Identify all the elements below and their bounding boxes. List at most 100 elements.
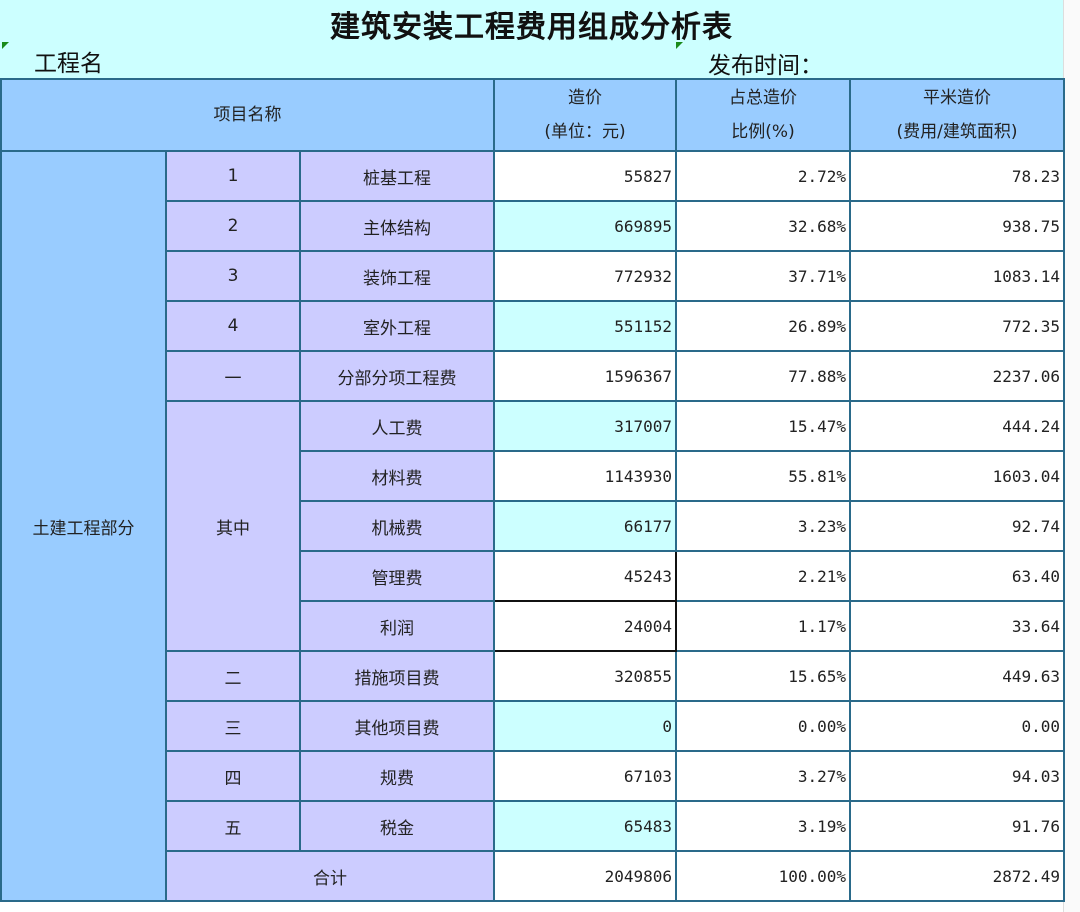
row-name[interactable]: 室外工程 — [299, 300, 495, 352]
table-row: 4 室外工程 551152 26.89% 772.35 — [1, 300, 1065, 352]
ratio-cell[interactable]: 55.81% — [675, 450, 851, 502]
row-name[interactable]: 装饰工程 — [299, 250, 495, 302]
table-row: 一分部分项工程费 1596367 77.88% 2237.06 — [1, 350, 1065, 402]
sqm-cost-cell[interactable]: 78.23 — [849, 150, 1065, 202]
project-name-label[interactable]: 工程名 — [34, 51, 103, 77]
sqm-cost-cell[interactable]: 63.40 — [849, 550, 1065, 602]
cost-cell[interactable]: 65483 — [493, 800, 677, 852]
publish-time-label[interactable]: 发布时间： — [708, 53, 823, 79]
sqm-cost-cell[interactable]: 444.24 — [849, 400, 1065, 452]
sqm-cost-cell[interactable]: 94.03 — [849, 750, 1065, 802]
next-column — [1063, 0, 1080, 912]
row-name[interactable]: 桩基工程 — [299, 150, 495, 202]
section-label[interactable]: 土建工程部分 — [0, 150, 167, 902]
row-number[interactable]: 三 — [165, 700, 301, 752]
total-ratio[interactable]: 100.00% — [675, 850, 851, 902]
row-number[interactable]: 1 — [165, 150, 301, 202]
sqm-cost-cell[interactable]: 0.00 — [849, 700, 1065, 752]
comment-marker-icon — [676, 42, 683, 49]
cost-cell[interactable]: 24004 — [493, 600, 677, 652]
sqm-cost-cell[interactable]: 2237.06 — [849, 350, 1065, 402]
cost-cell[interactable]: 1596367 — [493, 350, 677, 402]
ratio-cell[interactable]: 32.68% — [675, 200, 851, 252]
header-ratio-line2: 比例(%) — [731, 122, 795, 142]
sqm-cost-cell[interactable]: 33.64 — [849, 600, 1065, 652]
total-row: 合计 2049806 100.00% 2872.49 — [1, 850, 1065, 902]
cost-cell[interactable]: 1143930 — [493, 450, 677, 502]
ratio-cell[interactable]: 3.23% — [675, 500, 851, 552]
sqm-cost-cell[interactable]: 1083.14 — [849, 250, 1065, 302]
table-row: 土建工程部分 1 桩基工程 55827 2.72% 78.23 — [0, 150, 1065, 902]
cost-cell[interactable]: 66177 — [493, 500, 677, 552]
table-row: 管理费 45243 2.21% 63.40 — [1, 550, 1065, 602]
row-name[interactable]: 主体结构 — [299, 200, 495, 252]
row-name[interactable]: 利润 — [299, 600, 495, 652]
sqm-cost-cell[interactable]: 772.35 — [849, 300, 1065, 352]
ratio-cell[interactable]: 77.88% — [675, 350, 851, 402]
header-sqm-line1: 平米造价 — [923, 88, 991, 108]
row-name[interactable]: 管理费 — [299, 550, 495, 602]
table-row: 3 装饰工程 772932 37.71% 1083.14 — [1, 250, 1065, 302]
header-cost[interactable]: 造价 (单位：元) — [493, 78, 677, 152]
ratio-cell[interactable]: 37.71% — [675, 250, 851, 302]
ratio-cell[interactable]: 3.27% — [675, 750, 851, 802]
row-name[interactable]: 规费 — [299, 750, 495, 802]
row-name[interactable]: 分部分项工程费 — [299, 350, 495, 402]
ratio-cell[interactable]: 26.89% — [675, 300, 851, 352]
sqm-cost-cell[interactable]: 92.74 — [849, 500, 1065, 552]
cost-cell[interactable]: 669895 — [493, 200, 677, 252]
ratio-cell[interactable]: 2.21% — [675, 550, 851, 602]
row-number[interactable]: 四 — [165, 750, 301, 802]
total-sqm[interactable]: 2872.49 — [849, 850, 1065, 902]
row-number[interactable]: 二 — [165, 650, 301, 702]
total-cost[interactable]: 2049806 — [493, 850, 677, 902]
row-number[interactable]: 4 — [165, 300, 301, 352]
cost-cell[interactable]: 67103 — [493, 750, 677, 802]
cost-cell[interactable]: 55827 — [493, 150, 677, 202]
row-number[interactable]: 五 — [165, 800, 301, 852]
header-ratio[interactable]: 占总造价比例(%) — [675, 78, 851, 152]
header-cost-line1: 造价 — [568, 88, 602, 108]
total-label[interactable]: 合计 — [165, 850, 495, 902]
ratio-cell[interactable]: 15.47% — [675, 400, 851, 452]
table-row: 四规费 67103 3.27% 94.03 — [1, 750, 1065, 802]
ratio-cell[interactable]: 15.65% — [675, 650, 851, 702]
header-item-name[interactable]: 项目名称 — [0, 78, 495, 152]
row-name[interactable]: 税金 — [299, 800, 495, 852]
title-area — [0, 0, 1063, 78]
table-row: 机械费 66177 3.23% 92.74 — [1, 500, 1065, 552]
ratio-cell[interactable]: 0.00% — [675, 700, 851, 752]
table-row: 五税金 65483 3.19% 91.76 — [1, 800, 1065, 852]
cost-cell[interactable]: 317007 — [493, 400, 677, 452]
row-name[interactable]: 其他项目费 — [299, 700, 495, 752]
sqm-cost-cell[interactable]: 449.63 — [849, 650, 1065, 702]
header-sqm[interactable]: 平米造价 (费用/建筑面积) — [849, 78, 1065, 152]
row-name[interactable]: 机械费 — [299, 500, 495, 552]
header-sqm-line2: (费用/建筑面积) — [896, 122, 1018, 142]
cost-table: 项目名称 造价 (单位：元) 占总造价比例(%) 平米造价 (费用/建筑面积) 土建… — [0, 78, 1065, 902]
cost-cell[interactable]: 0 — [493, 700, 677, 752]
row-number[interactable]: 3 — [165, 250, 301, 302]
sqm-cost-cell[interactable]: 91.76 — [849, 800, 1065, 852]
comment-marker-icon — [2, 42, 9, 49]
ratio-cell[interactable]: 1.17% — [675, 600, 851, 652]
cost-cell[interactable]: 551152 — [493, 300, 677, 352]
table-row: 二措施项目费 320855 15.65% 449.63 — [1, 650, 1065, 702]
ratio-cell[interactable]: 2.72% — [675, 150, 851, 202]
cost-cell[interactable]: 45243 — [493, 550, 677, 602]
table-row: 三其他项目费 0 0.00% 0.00 — [1, 700, 1065, 752]
row-number[interactable]: 2 — [165, 200, 301, 252]
cost-cell[interactable]: 320855 — [493, 650, 677, 702]
row-name[interactable]: 措施项目费 — [299, 650, 495, 702]
sqm-cost-cell[interactable]: 1603.04 — [849, 450, 1065, 502]
row-number[interactable]: 一 — [165, 350, 301, 402]
table-row: 材料费 1143930 55.81% 1603.04 — [1, 450, 1065, 502]
row-name[interactable]: 人工费 — [299, 400, 495, 452]
sqm-cost-cell[interactable]: 938.75 — [849, 200, 1065, 252]
sub-group-label[interactable]: 其中 — [165, 400, 301, 652]
ratio-cell[interactable]: 3.19% — [675, 800, 851, 852]
cost-cell[interactable]: 772932 — [493, 250, 677, 302]
header-ratio-line1: 占总造价 — [729, 88, 797, 108]
row-name[interactable]: 材料费 — [299, 450, 495, 502]
table-row: 其中 人工费 317007 15.47% 444.24 — [1, 400, 1065, 652]
